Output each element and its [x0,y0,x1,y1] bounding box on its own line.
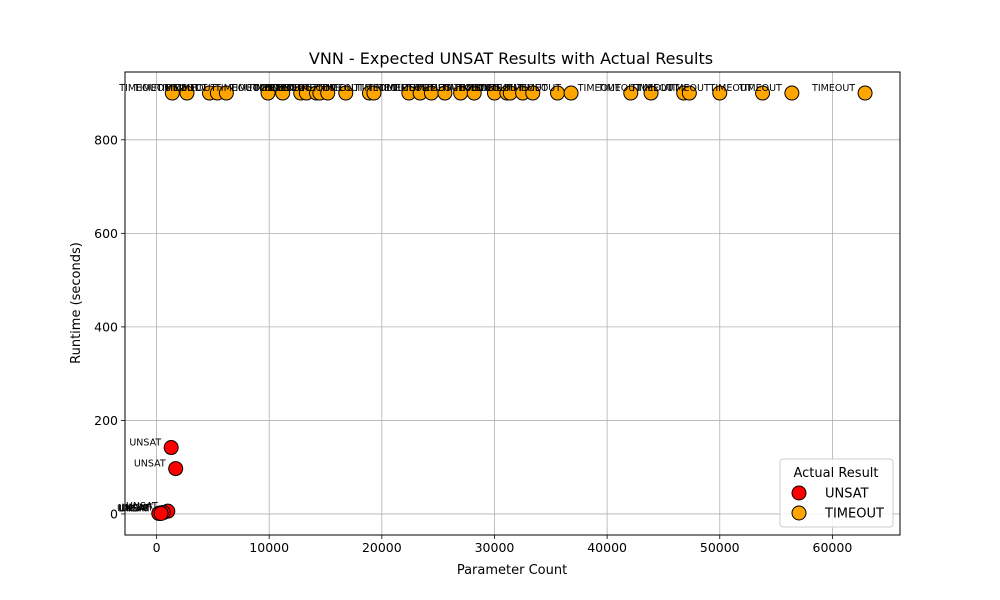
point-label-timeout: TIMEOUT [709,83,753,94]
point-label-unsat: UNSAT [118,503,150,514]
x-tick-label: 60000 [813,540,853,555]
point-label-timeout: TIMEOUT [597,83,641,94]
point-label-timeout: TIMEOUT [155,83,199,94]
legend-title: Actual Result [793,466,878,481]
point-unsat [168,461,184,477]
point-label-timeout: TIMEOUT [266,83,310,94]
x-tick-label: 20000 [362,540,402,555]
point-timeout [755,85,771,101]
point-label-timeout: TIMEOUT [118,83,162,94]
point-timeout [179,85,195,101]
plot-frame [124,71,901,536]
axis-ticks: 0 10000 20000 30000 40000 50000 60000 0 200 400 60… [94,132,852,555]
point-timeout [437,85,453,101]
point-label-timeout: TIMEOUT [391,83,435,94]
point-label-unsat: UNSAT [126,501,158,512]
y-tick-label: 200 [94,413,118,428]
point-label-timeout: TIMEOUT [456,83,500,94]
point-labels: UNSATUNSATUNSATUNSATUNSATUNSATUNSATTIMEO… [117,83,855,514]
x-tick-label: 10000 [249,540,289,555]
point-label-timeout: TIMEOUT [517,83,561,94]
point-label-timeout: TIMEOUT [320,83,364,94]
point-timeout [857,85,873,101]
point-timeout [681,85,697,101]
point-label-timeout: TIMEOUT [440,83,484,94]
point-timeout [466,85,482,101]
point-label-timeout: TIMEOUT [133,83,177,94]
legend: Actual Result UNSAT TIMEOUT [779,458,894,528]
x-tick-label: 50000 [700,540,740,555]
point-label-timeout: TIMEOUT [420,83,464,94]
data-points [151,85,873,521]
point-label-timeout: TIMEOUT [229,83,273,94]
point-label-timeout: TIMEOUT [315,83,359,94]
point-label-timeout: TIMEOUT [262,83,306,94]
x-tick-label: 30000 [475,540,515,555]
point-label-timeout: TIMEOUT [666,83,710,94]
y-tick-label: 0 [110,506,118,521]
point-timeout [338,85,354,101]
chart-title: VNN - Expected UNSAT Results with Actual… [309,49,713,68]
legend-box [779,458,894,528]
point-label-unsat: UNSAT [121,503,153,514]
legend-marker-unsat [791,485,807,501]
point-label-timeout: TIMEOUT [366,83,410,94]
y-axis-label: Runtime (seconds) [69,242,84,364]
point-label-timeout: TIMEOUT [247,83,291,94]
x-tick-label: 40000 [587,540,627,555]
x-tick-label: 0 [153,540,161,555]
point-label-unsat: UNSAT [117,503,149,514]
legend-label-unsat: UNSAT [825,487,869,502]
y-tick-label: 800 [94,132,118,147]
point-label-timeout: TIMEOUT [252,83,296,94]
point-label-timeout: TIMEOUT [469,83,513,94]
point-timeout [784,85,800,101]
legend-marker-timeout [791,505,807,521]
y-tick-label: 600 [94,226,118,241]
point-label-unsat: UNSAT [119,503,151,514]
point-label-timeout: TIMEOUT [577,83,621,94]
point-unsat [163,440,179,456]
point-label-timeout: TIMEOUT [355,83,399,94]
point-label-timeout: TIMEOUT [292,83,336,94]
x-axis-label: Parameter Count [457,563,567,578]
point-timeout [164,85,180,101]
point-unsat [153,505,169,521]
point-timeout [623,85,639,101]
point-timeout [366,85,382,101]
point-timeout [525,85,541,101]
point-label-timeout: TIMEOUT [738,83,782,94]
point-label-timeout: TIMEOUT [479,83,523,94]
point-timeout [320,85,336,101]
point-label-timeout: TIMEOUT [274,83,318,94]
point-timeout [563,85,579,101]
point-label-unsat: UNSAT [134,459,166,470]
point-label-timeout: TIMEOUT [504,83,548,94]
point-timeout [275,85,291,101]
point-label-unsat: UNSAT [129,438,161,449]
point-timeout [712,85,728,101]
point-timeout [218,85,234,101]
point-label-timeout: TIMEOUT [453,83,497,94]
y-tick-label: 400 [94,319,118,334]
grid [125,72,900,535]
point-timeout [260,85,276,101]
point-timeout [643,85,659,101]
point-label-timeout: TIMEOUT [163,83,207,94]
point-label-timeout: TIMEOUT [172,83,216,94]
legend-label-timeout: TIMEOUT [824,507,884,522]
point-label-timeout: TIMEOUT [214,83,258,94]
point-label-timeout: TIMEOUT [630,83,674,94]
point-label-timeout: TIMEOUT [407,83,451,94]
point-label-timeout: TIMEOUT [635,83,679,94]
point-label-timeout: TIMEOUT [377,83,421,94]
point-label-timeout: TIMEOUT [811,83,855,94]
